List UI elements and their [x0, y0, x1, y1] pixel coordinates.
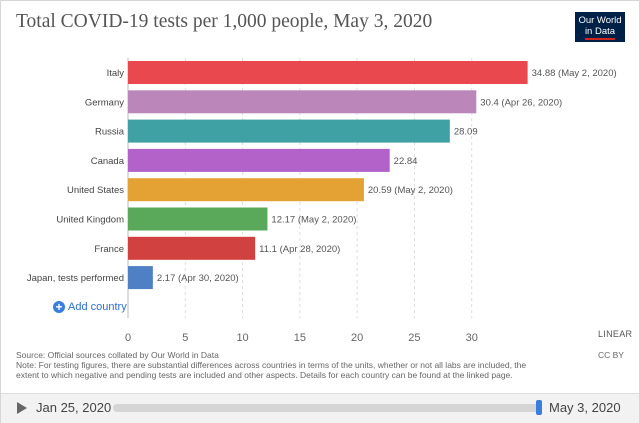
bar[interactable]	[128, 148, 390, 172]
license-link[interactable]: CC BY	[598, 350, 624, 360]
category-label: Canada	[91, 156, 125, 167]
value-label: 34.88 (May 2, 2020)	[532, 68, 617, 79]
value-label: 22.84	[394, 156, 418, 167]
source-note: Source: Official sources collated by Our…	[16, 350, 536, 380]
value-label: 11.1 (Apr 28, 2020)	[259, 244, 340, 255]
scale-toggle[interactable]: LINEAR	[598, 329, 633, 339]
x-tick-label: 25	[408, 332, 420, 344]
add-country-label: Add country	[68, 301, 127, 313]
category-label: United States	[67, 185, 124, 196]
plus-icon: +	[53, 301, 65, 313]
bar[interactable]	[128, 207, 268, 231]
note-text: Note: For testing figures, there are sub…	[16, 360, 527, 380]
category-label: United Kingdom	[56, 215, 124, 226]
bar[interactable]	[128, 236, 256, 260]
bar[interactable]	[128, 61, 528, 84]
category-label: Italy	[107, 68, 125, 79]
value-label: 30.4 (Apr 26, 2020)	[480, 97, 562, 108]
x-tick-label: 5	[182, 332, 188, 344]
timeline-bar: Jan 25, 2020 May 3, 2020	[1, 393, 639, 423]
x-tick-label: 0	[125, 332, 131, 344]
category-label: France	[94, 244, 124, 255]
category-label: Germany	[85, 97, 124, 108]
timeline-start-date: Jan 25, 2020	[36, 400, 112, 415]
source-text[interactable]: Source: Official sources collated by Our…	[16, 350, 219, 360]
x-tick-label: 10	[236, 332, 248, 344]
category-label: Japan, tests performed	[27, 273, 124, 284]
bar[interactable]	[128, 90, 477, 114]
owid-logo[interactable]: Our World in Data	[575, 12, 625, 42]
bar[interactable]	[128, 178, 364, 202]
logo-line-1: Our World	[578, 15, 622, 26]
value-label: 2.17 (Apr 30, 2020)	[157, 273, 239, 284]
bar[interactable]	[128, 266, 153, 290]
value-label: 20.59 (May 2, 2020)	[368, 185, 453, 196]
bar[interactable]	[128, 119, 450, 143]
logo-line-2: in Data	[584, 26, 616, 40]
value-label: 28.09	[454, 127, 478, 138]
x-tick-label: 15	[294, 332, 306, 344]
play-icon[interactable]	[17, 402, 27, 414]
timeline-handle[interactable]	[536, 400, 542, 415]
timeline-end-date: May 3, 2020	[549, 400, 621, 415]
x-tick-label: 20	[351, 332, 363, 344]
x-tick-label: 30	[466, 332, 478, 344]
timeline-track[interactable]	[113, 404, 541, 412]
category-label: Russia	[95, 127, 125, 138]
value-label: 12.17 (May 2, 2020)	[271, 215, 356, 226]
bar-chart: Italy Germany Russia Canada United States Uni…	[27, 58, 617, 344]
add-country-button[interactable]: + Add country	[53, 301, 127, 313]
chart-title: Total COVID-19 tests per 1,000 people, M…	[16, 11, 433, 32]
